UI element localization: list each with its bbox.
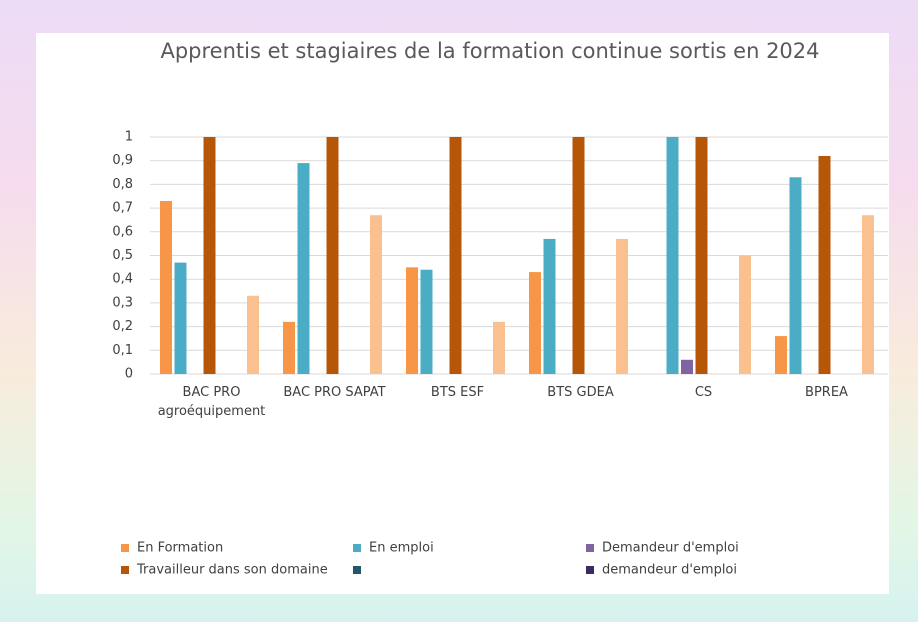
legend-label: En emploi — [369, 541, 434, 556]
y-tick-label: 1 — [125, 130, 133, 145]
x-tick-label: BAC PRO SAPAT — [283, 385, 386, 400]
x-tick-label: BAC PRO agroéquipement — [157, 385, 266, 419]
bar — [370, 215, 382, 374]
x-tick-label: CS — [694, 385, 713, 400]
y-tick-label: 0,9 — [112, 153, 133, 168]
bar — [616, 238, 628, 374]
bar — [543, 238, 556, 374]
chart-title: Apprentis et stagiaires de la formation … — [160, 39, 820, 63]
legend-label: Demandeur d'emploi — [602, 541, 739, 556]
y-tick-label: 0,7 — [112, 201, 133, 216]
x-tick-label: BPREA — [805, 385, 848, 400]
bar — [406, 267, 418, 374]
x-tick-label: BTS ESF — [430, 385, 485, 400]
y-tick-label: 0,5 — [112, 248, 133, 263]
bar — [283, 321, 295, 374]
bar — [449, 137, 462, 374]
y-tick-label: 0,1 — [112, 343, 133, 358]
bar — [789, 177, 802, 374]
legend-label: demandeur d'emploi — [602, 563, 737, 578]
legend-label: Travailleur dans son domaine — [136, 563, 328, 578]
bar — [775, 336, 787, 374]
x-tick-label: BTS GDEA — [547, 385, 614, 400]
legend-marker — [586, 544, 594, 552]
bar — [203, 137, 216, 374]
bar — [493, 321, 505, 374]
legend-marker — [353, 544, 361, 552]
bar — [174, 262, 187, 374]
bar — [739, 255, 751, 374]
bar — [681, 359, 693, 374]
y-tick-label: 0,3 — [112, 295, 133, 310]
y-tick-label: 0,4 — [112, 272, 133, 287]
bar — [420, 269, 433, 374]
bar — [862, 215, 874, 374]
y-tick-label: 0,8 — [112, 177, 133, 192]
legend-label: En Formation — [137, 541, 223, 556]
legend-marker — [353, 566, 361, 574]
bar — [666, 137, 679, 374]
bar — [572, 137, 585, 374]
y-tick-label: 0,2 — [112, 319, 133, 334]
y-tick-label: 0,6 — [112, 224, 133, 239]
y-tick-label: 0 — [125, 367, 133, 382]
bar — [529, 272, 541, 374]
bar — [695, 137, 708, 374]
bar — [818, 155, 831, 374]
bar — [160, 200, 172, 374]
legend-marker — [121, 566, 129, 574]
legend-marker — [586, 566, 594, 574]
bar — [326, 137, 339, 374]
bar — [297, 163, 310, 374]
legend-marker — [121, 544, 129, 552]
bar — [247, 295, 259, 374]
